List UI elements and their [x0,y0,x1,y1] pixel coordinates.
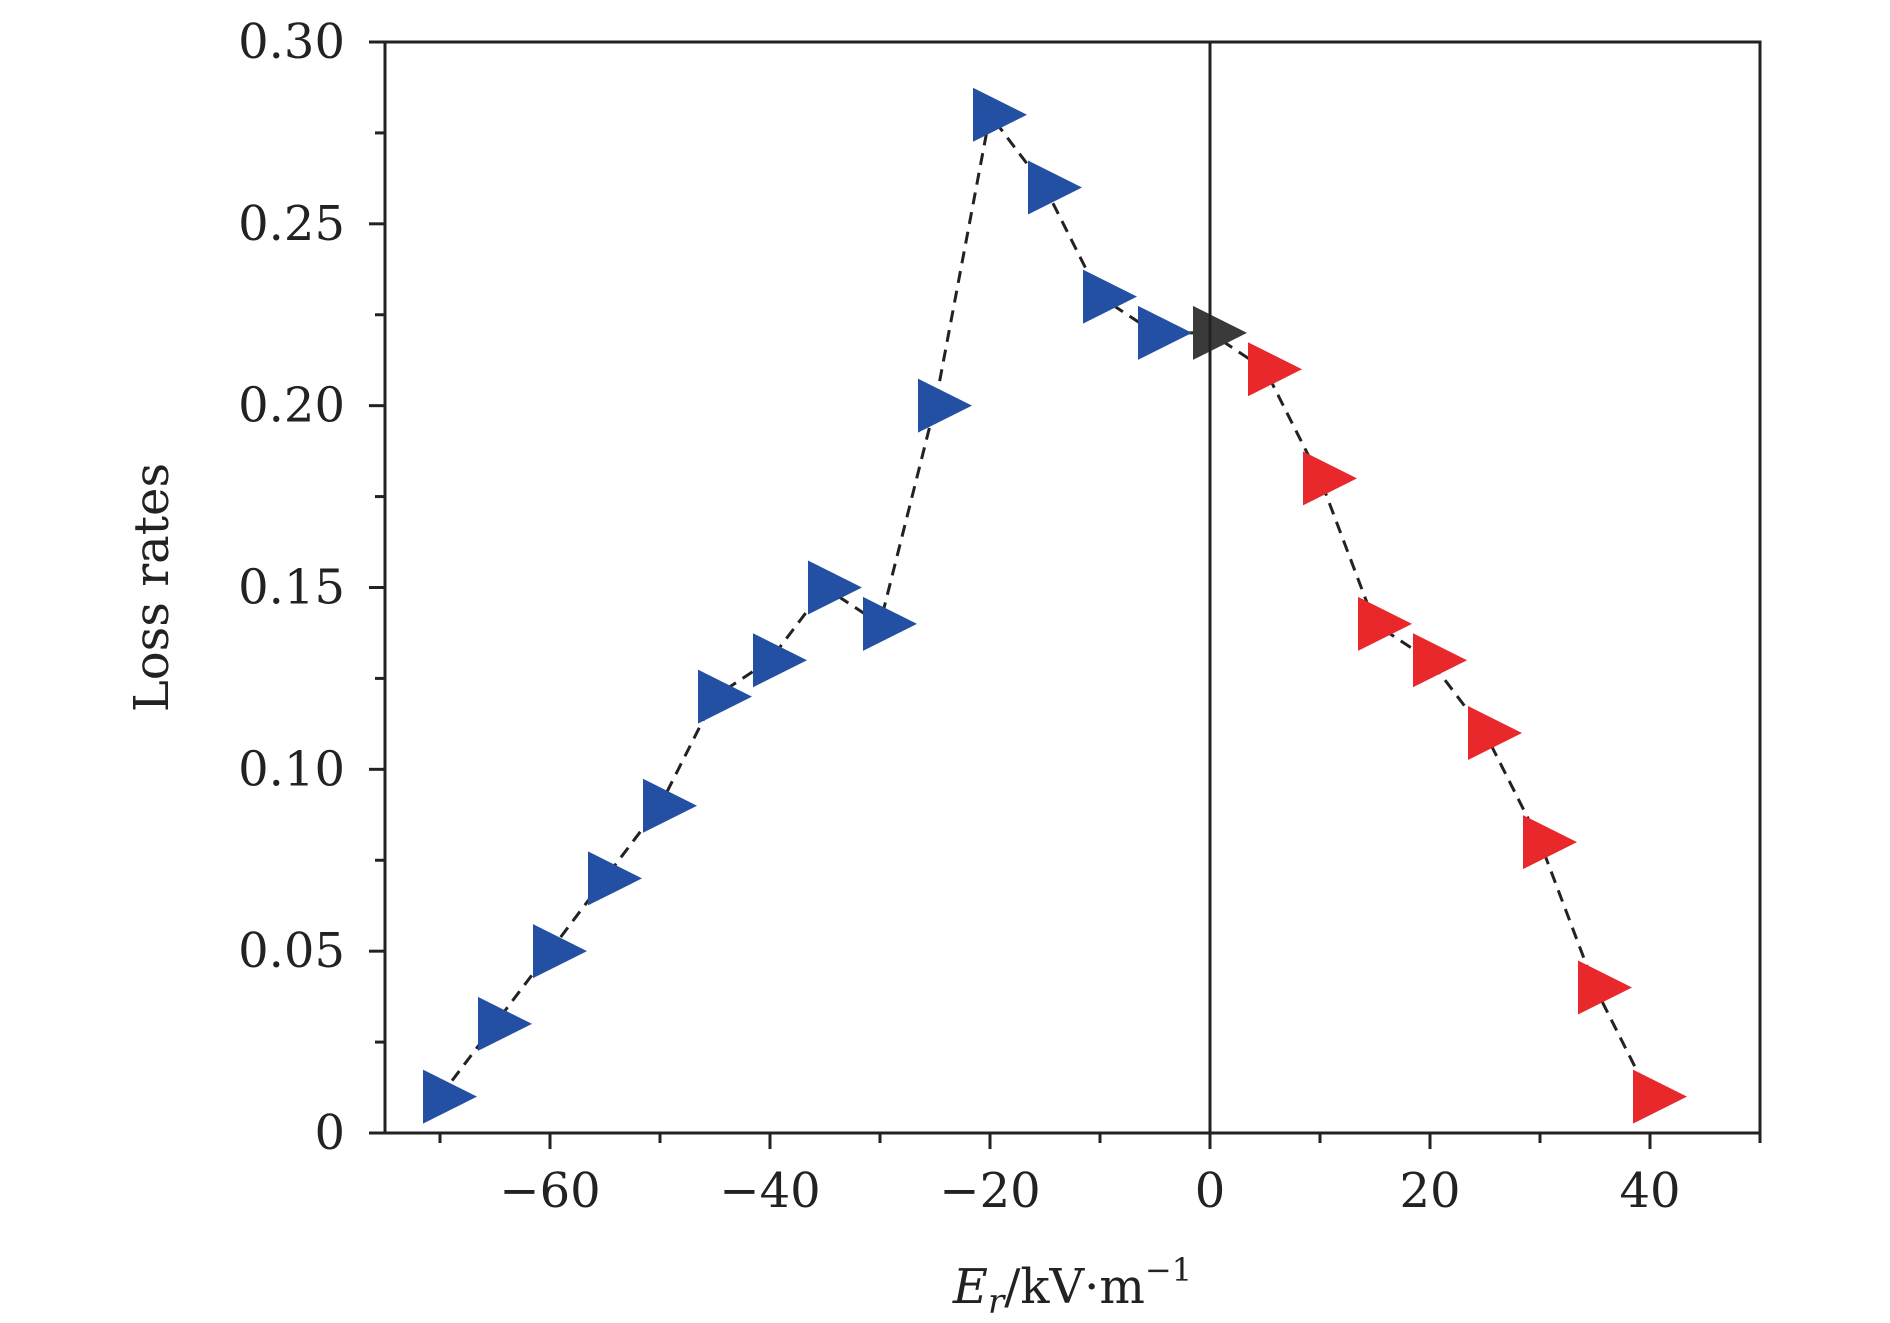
data-point-marker [643,778,697,833]
tick-labels: −60 −40 −20 0 20 40 0 0.05 0.10 0.15 0.20 0.25 0.30 [238,14,1680,1219]
data-point-marker [588,851,642,906]
plot-frame [383,40,1762,1135]
x-axis-variable: E [952,1259,988,1315]
data-point-marker [918,378,972,433]
data-point-marker [698,669,752,724]
x-axis-superscript: −1 [1145,1251,1192,1289]
data-point-marker [973,87,1027,142]
y-tick-label: 0.20 [238,378,345,434]
x-tick-label: −60 [499,1163,600,1219]
data-point-marker [1193,305,1247,360]
data-point-marker [1523,815,1577,870]
data-point-marker [1578,960,1632,1015]
y-tick-label: 0 [314,1105,345,1161]
x-axis-unit: /kV·m [1004,1259,1145,1315]
axes [369,40,1762,1149]
data-point-marker [1028,160,1082,215]
data-point-marker [1138,305,1192,360]
data-markers [423,87,1687,1124]
data-point-marker [808,560,862,615]
y-tick-label: 0.15 [238,560,345,616]
data-point-marker [863,596,917,651]
dashed-trend-line [438,111,1652,1098]
x-tick-label: −20 [939,1163,1040,1219]
data-point-marker [478,996,532,1051]
x-tick-label: 0 [1195,1163,1226,1219]
data-point-marker [1633,1069,1687,1124]
y-tick-label: 0.10 [238,741,345,797]
y-axis-title: Loss rates [124,463,180,712]
data-point-marker [1468,705,1522,760]
x-axis-subscript: r [988,1282,1006,1322]
data-point-marker [1303,451,1357,506]
connecting-curve [438,111,1652,1098]
y-tick-label: 0.25 [238,196,345,252]
x-tick-label: −40 [719,1163,820,1219]
y-tick-label: 0.30 [238,14,345,70]
data-point-marker [423,1069,477,1124]
data-point-marker [753,633,807,688]
data-point-marker [1358,596,1412,651]
x-axis-title: Er/kV·m−1 [952,1251,1192,1322]
data-point-marker [1248,342,1302,397]
data-point-marker [1413,633,1467,688]
data-point-marker [533,924,587,979]
data-point-marker [1083,269,1137,324]
y-tick-label: 0.05 [238,923,345,979]
x-tick-label: 40 [1619,1163,1680,1219]
x-tick-label: 20 [1399,1163,1460,1219]
